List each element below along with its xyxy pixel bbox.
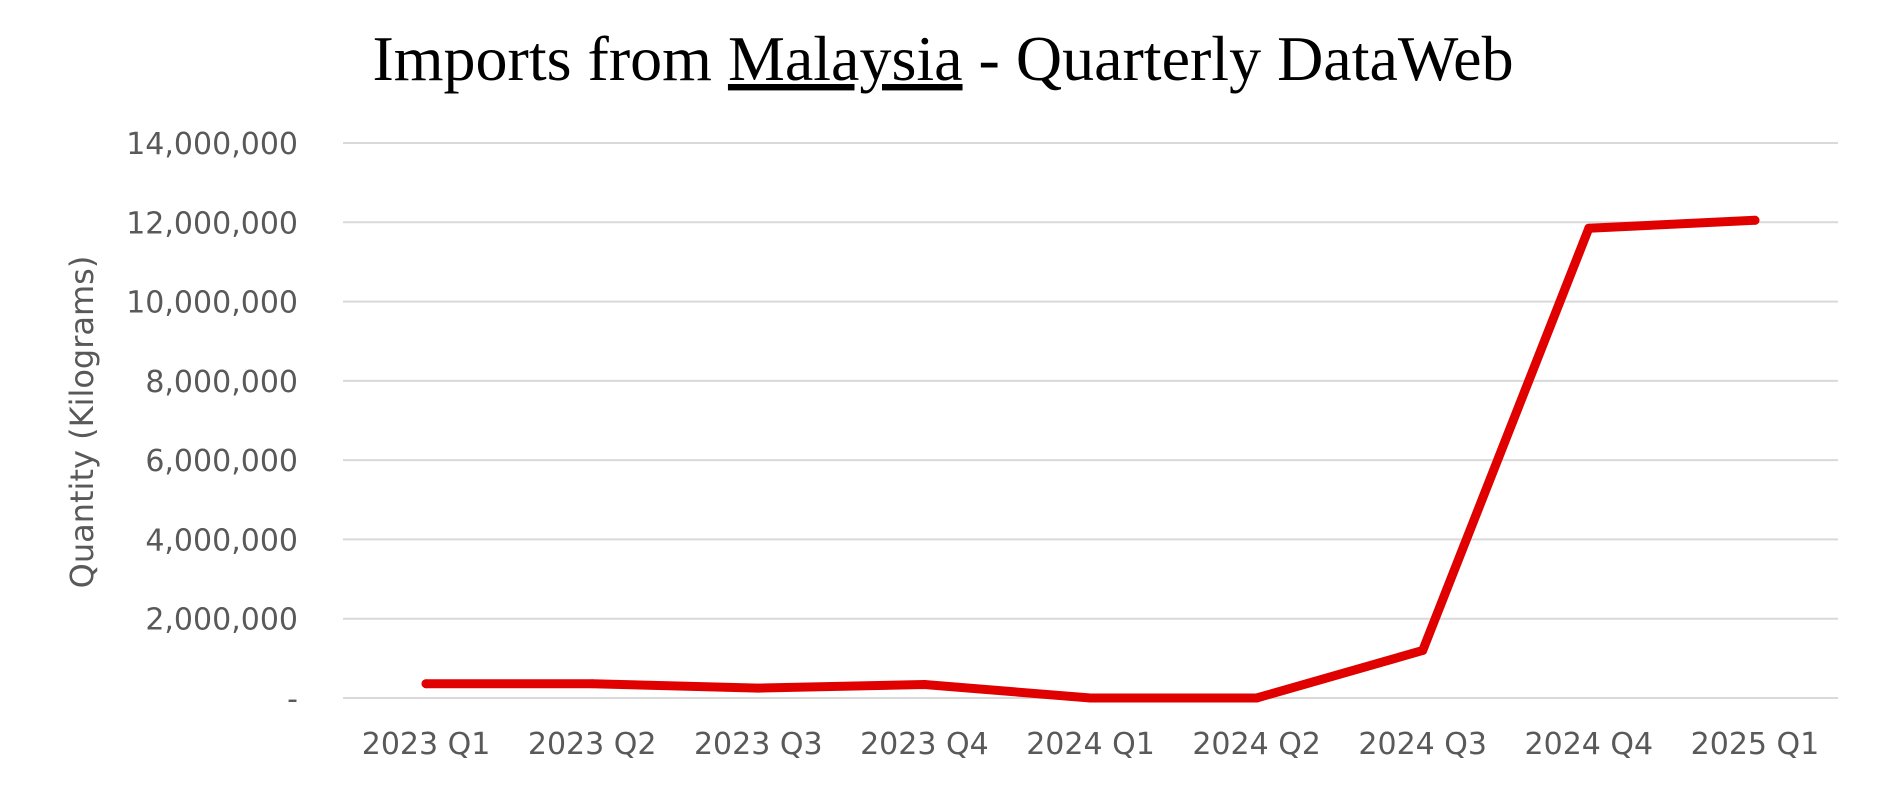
y-tick-label: 2,000,000 xyxy=(145,603,298,638)
y-tick-label: 6,000,000 xyxy=(145,444,298,479)
y-tick-label: 4,000,000 xyxy=(145,523,298,558)
x-tick-label: 2024 Q1 xyxy=(1026,727,1155,762)
title-country: Malaysia xyxy=(728,23,963,94)
y-tick-label: 10,000,000 xyxy=(126,286,298,321)
x-tick-label: 2023 Q2 xyxy=(528,727,657,762)
data-point xyxy=(919,680,929,690)
x-axis-tick-labels: 2023 Q1 2023 Q2 2023 Q3 2023 Q4 2024 Q1 2024 … xyxy=(362,727,1819,762)
gridlines xyxy=(343,142,1838,699)
data-point xyxy=(1086,693,1095,703)
data-point xyxy=(1252,693,1262,703)
x-tick-label: 2024 Q3 xyxy=(1358,727,1487,762)
y-tick-label: - xyxy=(287,682,298,717)
title-prefix: Imports from xyxy=(372,23,728,94)
x-tick-label: 2023 Q3 xyxy=(694,727,823,762)
x-tick-label: 2024 Q4 xyxy=(1525,727,1654,762)
data-point xyxy=(421,679,431,689)
series-layer xyxy=(421,215,1760,703)
data-point xyxy=(753,683,763,693)
y-axis-tick-labels: - 2,000,000 4,000,000 6,000,000 8,000,000 10,… xyxy=(126,127,298,717)
y-tick-label: 12,000,000 xyxy=(126,206,298,241)
title-suffix: - Quarterly DataWeb xyxy=(963,23,1514,94)
x-tick-label: 2024 Q2 xyxy=(1192,727,1321,762)
x-tick-label: 2025 Q1 xyxy=(1691,727,1820,762)
y-tick-label: 8,000,000 xyxy=(145,365,298,400)
data-point xyxy=(1750,215,1760,225)
chart-title: Imports from Malaysia - Quarterly DataWe… xyxy=(372,23,1513,94)
x-tick-label: 2023 Q1 xyxy=(362,727,491,762)
data-point xyxy=(1584,223,1594,233)
y-tick-label: 14,000,000 xyxy=(126,127,298,162)
data-point xyxy=(1418,645,1428,655)
data-point xyxy=(587,679,597,689)
x-tick-label: 2023 Q4 xyxy=(860,727,989,762)
y-axis-title: Quantity (Kilograms) xyxy=(63,256,101,589)
